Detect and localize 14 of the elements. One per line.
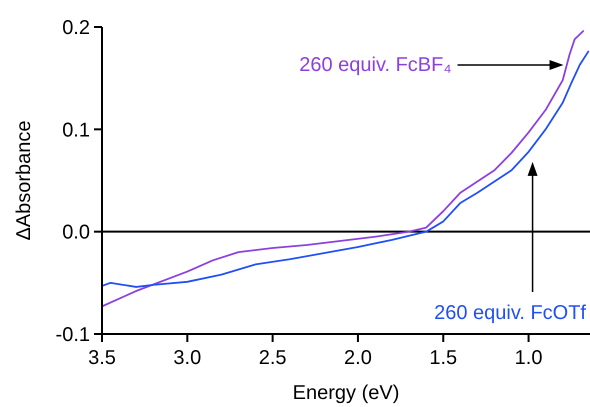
- x-tick-label: 1.5: [429, 347, 458, 369]
- text: 260 equiv. FcOTf: [434, 302, 586, 324]
- y-tick-label: 0.1: [62, 119, 90, 142]
- y-axis-title: ΔAbsorbance: [13, 120, 35, 241]
- x-tick-label: 3.5: [88, 347, 116, 369]
- x-axis-title: Energy (eV): [292, 382, 400, 404]
- text: 260 equiv. FcBF₄: [299, 54, 452, 76]
- x-tick-label: 1.0: [514, 347, 542, 369]
- y-tick-label: 0.0: [62, 222, 90, 244]
- x-tick-label: 3.0: [173, 347, 202, 369]
- y-tick-label: 0.2: [62, 17, 90, 39]
- x-tick-label: 2.5: [258, 347, 287, 369]
- y-tick-label: -0.1: [56, 324, 90, 346]
- x-tick-label: 2.0: [344, 347, 372, 369]
